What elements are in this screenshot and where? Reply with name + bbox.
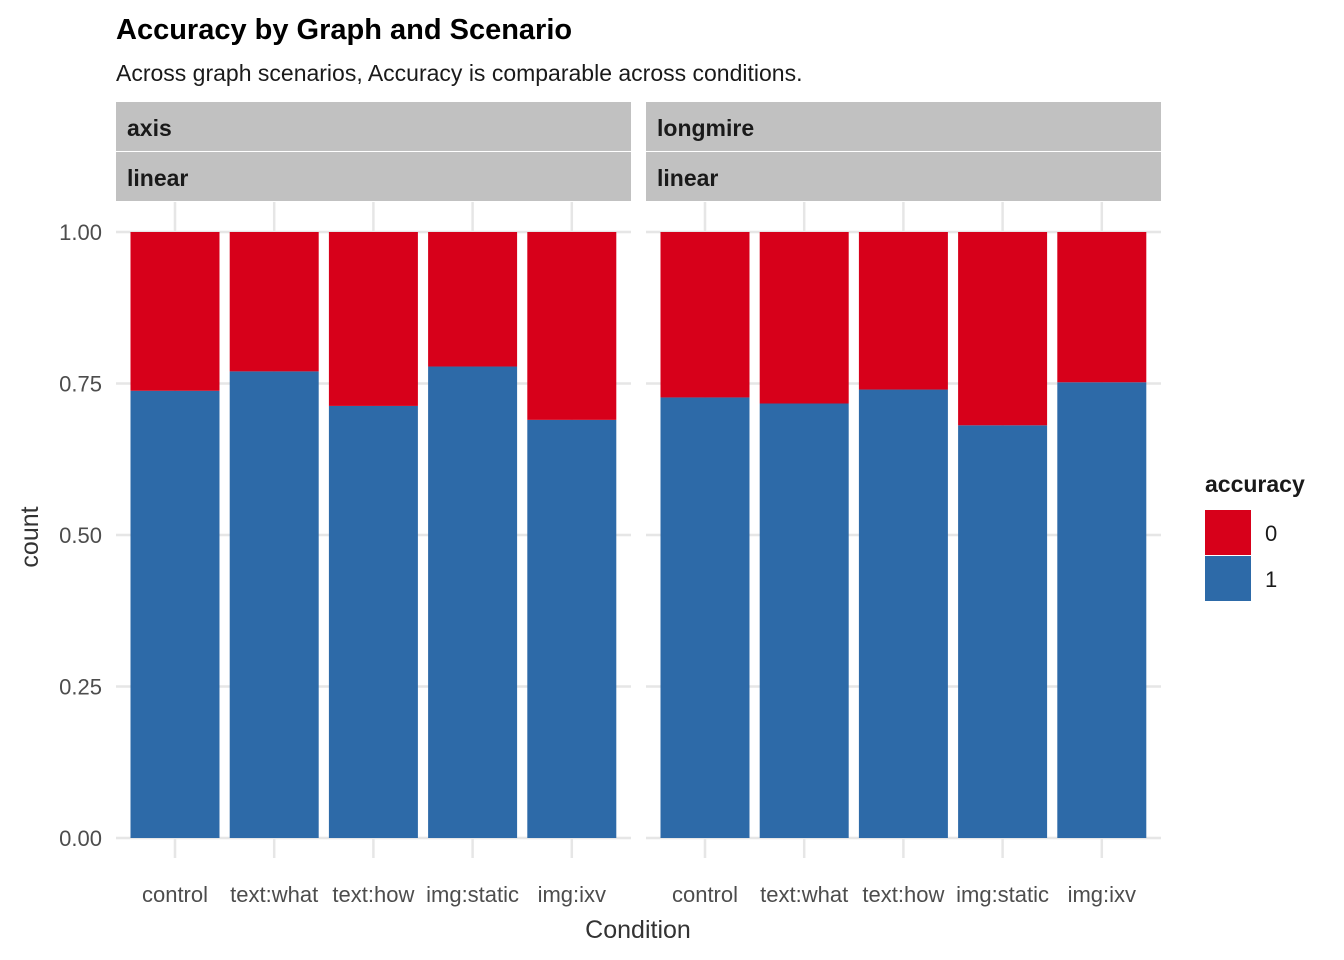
y-axis: 0.00 0.25 0.50 0.75 1.00 xyxy=(59,220,102,851)
y-tick-label: 0.75 xyxy=(59,372,102,397)
x-tick-label: control xyxy=(672,882,738,907)
x-tick-label: text:how xyxy=(862,882,944,907)
y-tick-label: 1.00 xyxy=(59,220,102,245)
bar-segment-img-static-accuracy-0 xyxy=(428,232,518,367)
bar-segment-text-what-accuracy-1 xyxy=(759,403,849,838)
bar-segment-text-how-accuracy-0 xyxy=(858,232,948,390)
y-tick-label: 0.00 xyxy=(59,826,102,851)
bar-segment-text-what-accuracy-0 xyxy=(759,232,849,404)
facet-strip-background xyxy=(116,102,631,151)
facet-strip-background xyxy=(646,152,1161,201)
bar-segment-control-accuracy-1 xyxy=(130,390,220,838)
x-tick-label: img:ixv xyxy=(1068,882,1136,907)
legend: accuracy 0 1 xyxy=(1205,471,1305,601)
x-tick-label: img:static xyxy=(426,882,519,907)
x-tick-label: control xyxy=(142,882,208,907)
facet-strip-label: linear xyxy=(657,165,718,191)
bar-segment-control-accuracy-1 xyxy=(660,397,750,838)
facet-strip-label: linear xyxy=(127,165,188,191)
facet-strip-label: longmire xyxy=(657,115,754,141)
facet-strip-background xyxy=(116,152,631,201)
bar-segment-img-static-accuracy-1 xyxy=(958,425,1048,838)
facet-strip-label: axis xyxy=(127,115,172,141)
bar-segment-text-what-accuracy-1 xyxy=(229,371,319,838)
bar-segment-img-static-accuracy-1 xyxy=(428,366,518,838)
chart-subtitle: Across graph scenarios, Accuracy is comp… xyxy=(116,60,802,86)
facet-strip-background xyxy=(646,102,1161,151)
bar-segment-text-how-accuracy-1 xyxy=(858,389,948,838)
y-axis-title: count xyxy=(16,506,44,567)
bar-segment-img-static-accuracy-0 xyxy=(958,232,1048,426)
legend-key-1 xyxy=(1205,556,1251,601)
x-tick-label: text:how xyxy=(332,882,414,907)
bar-segment-text-how-accuracy-1 xyxy=(328,405,418,838)
chart-title: Accuracy by Graph and Scenario xyxy=(116,14,572,46)
facet-panel-1: axis linear control text:what text:how img:st… xyxy=(116,102,631,907)
bar-segment-img-ixv-accuracy-1 xyxy=(527,419,617,838)
x-axis-title: Condition xyxy=(585,916,691,944)
y-tick-label: 0.50 xyxy=(59,523,102,548)
x-tick-label: text:what xyxy=(760,882,848,907)
x-tick-label: text:what xyxy=(230,882,318,907)
legend-title: accuracy xyxy=(1205,471,1305,497)
y-tick-label: 0.25 xyxy=(59,675,102,700)
x-tick-label: img:ixv xyxy=(538,882,606,907)
bar-segment-text-what-accuracy-0 xyxy=(229,232,319,372)
bar-segment-img-ixv-accuracy-1 xyxy=(1057,382,1147,838)
legend-label-1: 1 xyxy=(1265,567,1277,592)
bar-segment-control-accuracy-0 xyxy=(660,232,750,398)
bar-segment-img-ixv-accuracy-0 xyxy=(1057,232,1147,383)
legend-key-0 xyxy=(1205,510,1251,555)
legend-label-0: 0 xyxy=(1265,521,1277,546)
facet-panels: axis linear control text:what text:how img:st… xyxy=(116,102,1161,907)
bar-segment-img-ixv-accuracy-0 xyxy=(527,232,617,420)
bar-segment-text-how-accuracy-0 xyxy=(328,232,418,406)
x-tick-label: img:static xyxy=(956,882,1049,907)
bar-segment-control-accuracy-0 xyxy=(130,232,220,391)
facet-panel-2: longmire linear control text:what text:how im… xyxy=(646,102,1161,907)
